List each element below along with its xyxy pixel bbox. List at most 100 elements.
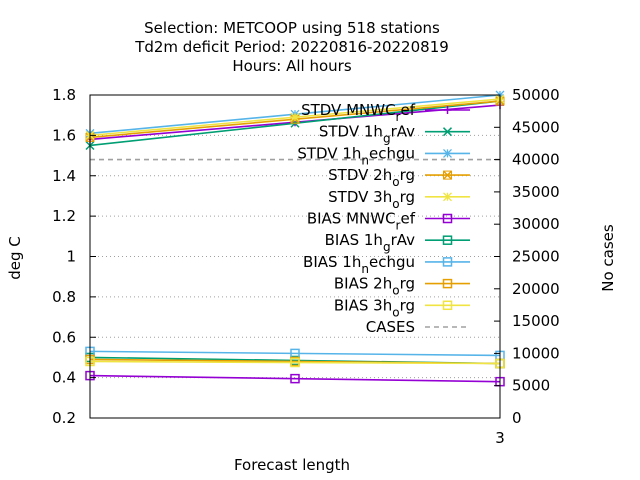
square-marker bbox=[442, 235, 453, 245]
legend-text: STDV 1h bbox=[319, 123, 383, 141]
legend-text: BIAS 1h bbox=[325, 231, 383, 249]
legend-subscript: o bbox=[392, 284, 399, 298]
y2-axis-label: No cases bbox=[599, 224, 617, 292]
square-marker bbox=[442, 300, 453, 311]
star-marker bbox=[443, 148, 452, 158]
legend-text: rg bbox=[400, 188, 415, 206]
star-marker bbox=[290, 112, 300, 122]
chart-title: Selection: METCOOP using 518 stations Td… bbox=[134, 19, 449, 75]
legend-text: rg bbox=[400, 275, 415, 293]
y2-tick-label: 45000 bbox=[512, 118, 560, 136]
legend-item: STDV 2horg bbox=[328, 166, 470, 189]
y2-tick-label: 40000 bbox=[512, 151, 560, 169]
legend-text: STDV 1h bbox=[297, 144, 361, 162]
y2-tick-label: 20000 bbox=[512, 280, 560, 298]
legend-item: BIAS 1hnechgu bbox=[303, 253, 470, 276]
title-line-3: Hours: All hours bbox=[232, 57, 351, 75]
y2-tick-label: 15000 bbox=[512, 312, 560, 330]
legend-label: STDV 1hnechgu bbox=[297, 144, 415, 167]
legend-text: ef bbox=[400, 210, 415, 228]
y-tick-label: 0.8 bbox=[52, 288, 76, 306]
y-tick-label: 0.4 bbox=[52, 369, 76, 387]
axis-ticks: 0.2 0.4 0.6 0.8 1 1.2 1.4 1.6 1.8 0 5000 10000 15000… bbox=[52, 86, 560, 447]
legend-subscript: r bbox=[396, 219, 401, 233]
legend-subscript: g bbox=[383, 240, 391, 254]
legend-subscript: o bbox=[392, 305, 399, 319]
legend-subscript: r bbox=[396, 110, 401, 124]
legend-item: CASES bbox=[366, 318, 470, 336]
legend-subscript: n bbox=[361, 153, 369, 167]
y-tick-label: 0.6 bbox=[52, 328, 76, 346]
series-line bbox=[89, 360, 501, 365]
legend-text: BIAS MNWC bbox=[307, 210, 396, 228]
legend-subscript: o bbox=[392, 175, 399, 189]
legend-text: echgu bbox=[369, 253, 415, 271]
x-axis-label: Forecast length bbox=[234, 456, 350, 474]
y-tick-label: 1.4 bbox=[52, 167, 76, 185]
box-marker bbox=[443, 170, 452, 180]
legend-item: BIAS MNWCref bbox=[307, 210, 470, 233]
legend-label: BIAS 2horg bbox=[334, 275, 415, 298]
square-marker bbox=[442, 278, 453, 289]
y2-tick-label: 5000 bbox=[512, 377, 550, 395]
legend-text: STDV MNWC bbox=[301, 101, 395, 119]
legend-item: BIAS 2horg bbox=[334, 275, 470, 298]
title-line-2: Td2m deficit Period: 20220816-20220819 bbox=[134, 38, 449, 56]
legend-label: BIAS MNWCref bbox=[307, 210, 416, 233]
series-line bbox=[89, 374, 501, 383]
legend-label: STDV 3horg bbox=[328, 188, 415, 211]
legend-text: rg bbox=[400, 166, 415, 184]
x-marker bbox=[442, 127, 453, 137]
y-tick-label: 1.6 bbox=[52, 126, 76, 144]
legend-text: ef bbox=[400, 101, 415, 119]
y2-tick-label: 0 bbox=[512, 409, 522, 427]
legend-label: CASES bbox=[366, 318, 415, 336]
y-tick-label: 1.2 bbox=[52, 207, 76, 225]
y2-tick-label: 35000 bbox=[512, 183, 560, 201]
legend-label: BIAS 1hnechgu bbox=[303, 253, 415, 276]
legend-text: BIAS 1h bbox=[303, 253, 361, 271]
y2-tick-label: 10000 bbox=[512, 344, 560, 362]
plus-marker bbox=[443, 106, 452, 114]
legend-text: CASES bbox=[366, 318, 415, 336]
x-tick-label: 3 bbox=[495, 429, 505, 447]
series-line bbox=[89, 350, 501, 357]
legend-text: STDV 2h bbox=[328, 166, 392, 184]
legend-label: STDV MNWCref bbox=[301, 101, 416, 124]
legend-text: STDV 3h bbox=[328, 188, 392, 206]
star-marker bbox=[443, 192, 452, 202]
legend-label: STDV 1hgrAv bbox=[319, 123, 415, 146]
legend-subscript: g bbox=[383, 132, 391, 146]
y-axis-label: deg C bbox=[6, 236, 24, 280]
series-lines bbox=[85, 90, 505, 387]
square-marker bbox=[442, 213, 453, 224]
series-bias-mnwc-ref bbox=[85, 370, 505, 387]
legend-item: BIAS 3horg bbox=[334, 296, 470, 319]
legend-text: rAv bbox=[391, 231, 416, 249]
legend-label: BIAS 3horg bbox=[334, 296, 415, 319]
square-marker bbox=[290, 373, 300, 384]
legend-item: STDV 1hgrAv bbox=[319, 123, 470, 146]
legend-text: rAv bbox=[391, 123, 416, 141]
legend-text: BIAS 2h bbox=[334, 275, 392, 293]
legend-label: STDV 2horg bbox=[328, 166, 415, 189]
y-tick-label: 1 bbox=[66, 248, 76, 266]
grid bbox=[90, 134, 500, 379]
square-marker bbox=[290, 357, 300, 368]
y2-tick-label: 50000 bbox=[512, 86, 560, 104]
legend-item: BIAS 1hgrAv bbox=[325, 231, 470, 254]
legend-item: STDV 3horg bbox=[328, 188, 470, 211]
y-tick-label: 0.2 bbox=[52, 409, 76, 427]
legend-text: BIAS 3h bbox=[334, 296, 392, 314]
y2-tick-label: 25000 bbox=[512, 248, 560, 266]
x-marker bbox=[442, 170, 453, 180]
square-marker bbox=[442, 257, 453, 267]
legend-item: STDV MNWCref bbox=[301, 101, 470, 124]
legend-text: rg bbox=[400, 296, 415, 314]
title-line-1: Selection: METCOOP using 518 stations bbox=[144, 19, 440, 37]
legend-label: BIAS 1hgrAv bbox=[325, 231, 416, 254]
y-tick-label: 1.8 bbox=[52, 86, 76, 104]
y2-tick-label: 30000 bbox=[512, 215, 560, 233]
